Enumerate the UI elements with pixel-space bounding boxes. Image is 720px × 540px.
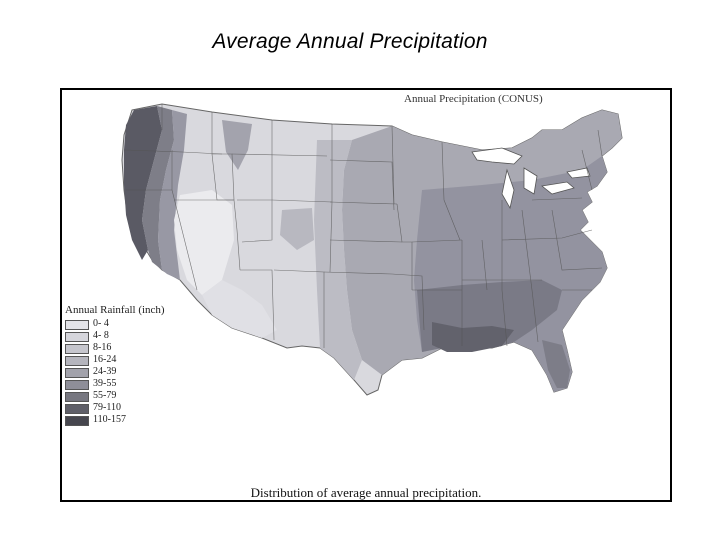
precipitation-map: Annual Precipitation (CONUS) Annual Rain… (60, 88, 672, 502)
legend-range: 55-79 (93, 390, 117, 401)
region-cascades-39-55 (158, 110, 187, 280)
legend-swatch (65, 368, 89, 378)
legend-swatch (65, 392, 89, 402)
region-plains-16-24 (314, 140, 362, 380)
legend-swatch (65, 380, 89, 390)
legend-range: 110-157 (93, 414, 126, 425)
legend-item: 110-157 (65, 414, 155, 427)
legend-range: 4- 8 (93, 330, 109, 341)
legend-range: 24-39 (93, 366, 117, 377)
region-coast-55-79 (142, 106, 174, 270)
region-gulf-79-110 (432, 322, 514, 352)
slide-title: Average Annual Precipitation (212, 30, 488, 53)
legend-range: 79-110 (93, 402, 121, 413)
legend-range: 0- 4 (93, 318, 109, 329)
legend-range: 8-16 (93, 342, 112, 353)
legend-item: 39-55 (65, 378, 155, 391)
region-pnw-79-110 (124, 106, 162, 260)
region-florida-55-79 (542, 340, 570, 388)
legend-swatch (65, 416, 89, 426)
map-heading: Annual Precipitation (CONUS) (404, 93, 543, 105)
legend-swatch (65, 320, 89, 330)
legend-item: 24-39 (65, 366, 155, 379)
state-boundaries (123, 104, 603, 348)
legend: 0- 4 4- 8 8-16 16-24 24-39 39-55 55-79 7… (65, 318, 155, 427)
legend-item: 4- 8 (65, 330, 155, 343)
legend-title: Annual Rainfall (inch) (65, 304, 165, 316)
legend-swatch (65, 344, 89, 354)
great-lakes (471, 147, 591, 210)
legend-swatch (65, 404, 89, 414)
us-map-graphic (121, 103, 623, 396)
legend-range: 16-24 (93, 354, 117, 365)
legend-swatch (65, 356, 89, 366)
region-basin-0-4 (174, 190, 234, 295)
region-colorado-16-24 (280, 208, 314, 250)
legend-item: 79-110 (65, 402, 155, 415)
legend-item: 16-24 (65, 354, 155, 367)
legend-item: 55-79 (65, 390, 155, 403)
legend-swatch (65, 332, 89, 342)
region-desert-4-8 (202, 280, 277, 338)
legend-item: 0- 4 (65, 318, 155, 331)
region-rockies-24-39 (222, 120, 252, 170)
map-caption: Distribution of average annual precipita… (250, 485, 482, 500)
legend-range: 39-55 (93, 378, 117, 389)
legend-item: 8-16 (65, 342, 155, 355)
